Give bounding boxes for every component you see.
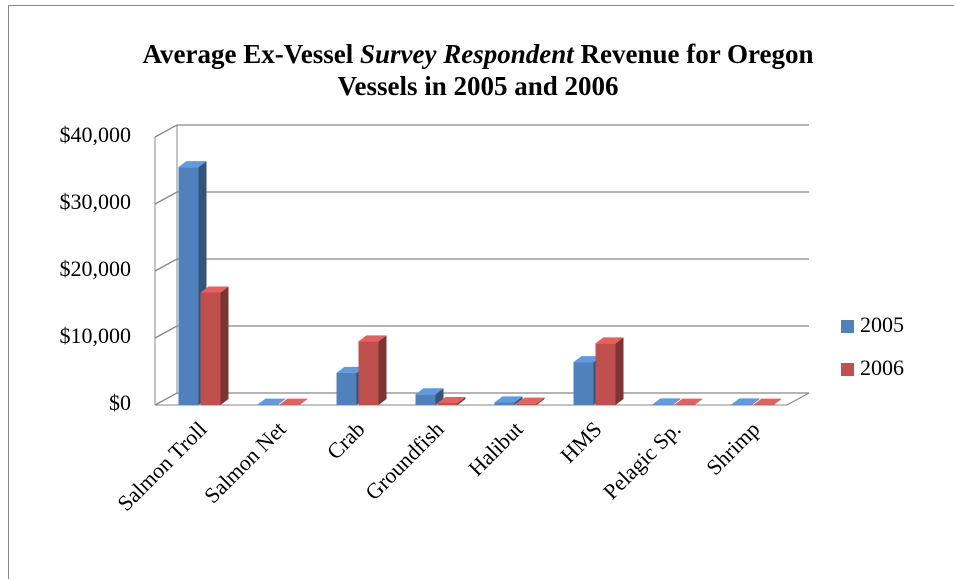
- bar-front: [652, 404, 673, 405]
- legend-label: 2005: [860, 312, 904, 337]
- grid-line: [154, 325, 809, 339]
- bar-side: [220, 286, 229, 405]
- title-part: Survey Respondent: [359, 39, 574, 69]
- bar-side: [378, 335, 387, 405]
- bar-top: [200, 286, 229, 293]
- grid-line: [154, 258, 809, 272]
- bar-top: [674, 398, 703, 405]
- bar-top: [279, 398, 308, 405]
- x-tick-label: Crab: [322, 416, 370, 464]
- bar-side: [457, 396, 466, 405]
- grid-line: [154, 392, 809, 406]
- bar-side: [694, 398, 703, 405]
- bar-side: [751, 398, 760, 405]
- bar-front: [494, 402, 515, 405]
- bar: [674, 398, 703, 405]
- bar-side: [277, 398, 286, 405]
- bar: [595, 337, 624, 405]
- bar: [415, 388, 444, 405]
- grid-line: [154, 191, 809, 205]
- bar: [279, 398, 308, 405]
- bar: [516, 397, 545, 405]
- bar-top: [178, 161, 207, 168]
- legend-label: 2006: [860, 355, 904, 380]
- chart-frame: [8, 5, 954, 579]
- bar-side: [773, 398, 782, 405]
- bar-top: [437, 396, 466, 403]
- title-part: Average Ex-Vessel: [142, 39, 360, 69]
- legend-swatch: [841, 320, 854, 333]
- bar-top: [573, 356, 602, 363]
- bar-side: [536, 397, 545, 405]
- bar-top: [595, 337, 624, 344]
- bar-top: [753, 398, 782, 405]
- bar: [200, 286, 229, 405]
- bar-front: [573, 362, 594, 405]
- y-tick-label: $40,000: [60, 122, 132, 147]
- legend-swatch: [841, 363, 854, 376]
- bar-side: [615, 337, 624, 405]
- bar-front: [516, 403, 537, 405]
- x-tick-label: Salmon Net: [199, 416, 291, 508]
- y-tick-label: $20,000: [60, 256, 132, 281]
- bar-side: [672, 398, 681, 405]
- x-tick-label: Groundfish: [360, 416, 449, 505]
- bar-side: [435, 388, 444, 405]
- bar-top: [731, 398, 760, 405]
- chart-title: Average Ex-Vessel Survey Respondent Reve…: [0, 38, 956, 102]
- bar-front: [358, 341, 379, 405]
- bar: [358, 335, 387, 405]
- x-tick-label: Shrimp: [701, 416, 764, 479]
- bar-front: [415, 394, 436, 405]
- bar: [753, 398, 782, 405]
- bar: [257, 398, 286, 405]
- bar-front: [595, 343, 616, 405]
- y-tick-label: $0: [109, 390, 131, 415]
- bar-top: [652, 398, 681, 405]
- bar: [652, 398, 681, 405]
- x-tick-label: HMS: [555, 416, 606, 467]
- x-tick-label: Halibut: [463, 416, 527, 480]
- bar-side: [514, 396, 523, 405]
- bar: [437, 396, 466, 405]
- bar-top: [257, 398, 286, 405]
- bar-top: [415, 388, 444, 395]
- bar-front: [731, 404, 752, 405]
- bar-top: [516, 397, 545, 404]
- grid-line: [154, 124, 809, 138]
- bar-top: [336, 366, 365, 373]
- bar-side: [299, 398, 308, 405]
- y-tick-label: $10,000: [60, 323, 132, 348]
- bar-top: [358, 335, 387, 342]
- bar: [731, 398, 760, 405]
- x-tick-label: Salmon Troll: [112, 416, 211, 515]
- bar-front: [437, 402, 458, 405]
- y-tick-label: $30,000: [60, 189, 132, 214]
- bar: [494, 396, 523, 405]
- floor-side: [786, 392, 810, 406]
- title-part: Revenue for Oregon Vessels in 2005 and 2…: [337, 39, 814, 101]
- x-tick-label: Pelagic Sp.: [598, 416, 686, 504]
- bar-front: [200, 292, 221, 405]
- bar-front: [336, 372, 357, 405]
- bar-front: [178, 167, 199, 405]
- bar-top: [494, 396, 523, 403]
